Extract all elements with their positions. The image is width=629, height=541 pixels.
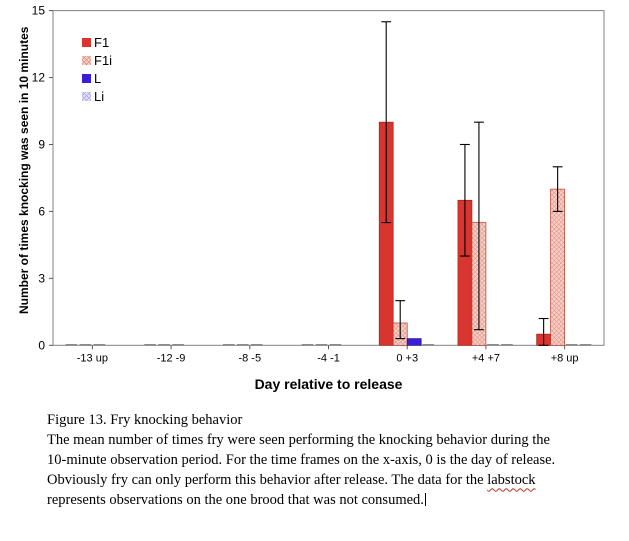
svg-text:6: 6 [38,204,45,218]
svg-text:9: 9 [38,137,45,151]
svg-text:-13 up: -13 up [77,352,108,364]
svg-text:-4 -1: -4 -1 [317,352,340,364]
svg-text:15: 15 [32,4,46,18]
svg-text:12: 12 [32,71,46,85]
svg-text:-12 -9: -12 -9 [157,352,186,364]
svg-text:0: 0 [38,338,45,352]
svg-text:3: 3 [38,271,45,285]
svg-text:0 +3: 0 +3 [396,352,418,364]
svg-text:-8 -5: -8 -5 [238,352,261,364]
svg-text:+8 up: +8 up [551,352,579,364]
svg-text:+4 +7: +4 +7 [472,352,500,364]
